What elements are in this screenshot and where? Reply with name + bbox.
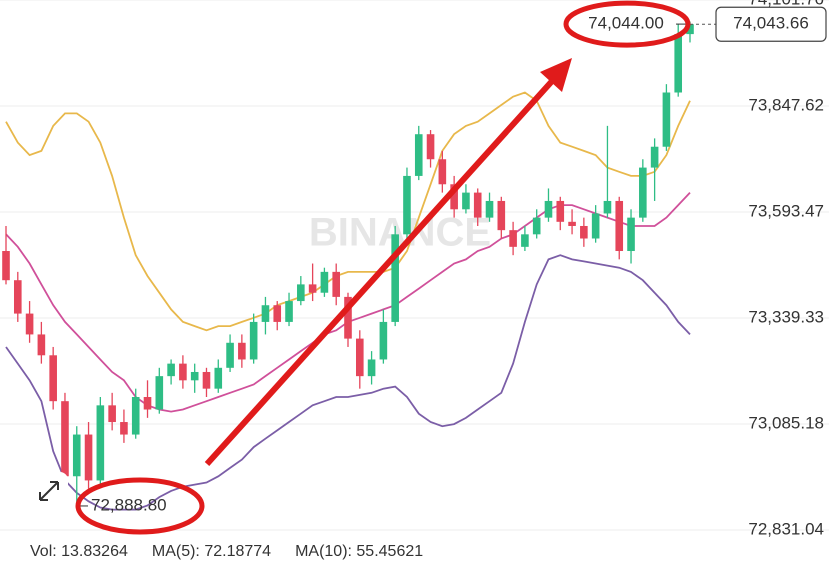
indicator-label: Vol: 13.83264 <box>30 543 128 560</box>
candle-body <box>2 251 10 281</box>
y-tick-label: 73,085.18 <box>748 414 824 433</box>
candle-body <box>367 359 376 377</box>
indicator-label: MA(10): 55.45621 <box>295 543 423 560</box>
candle-body <box>497 200 506 231</box>
candle-body <box>202 371 211 389</box>
candle-body <box>108 405 116 423</box>
candle-body <box>556 200 565 222</box>
candle-body <box>332 271 341 297</box>
candle-body <box>450 184 458 210</box>
candle-body <box>249 321 258 360</box>
candle-body <box>226 342 234 368</box>
candle-body <box>155 376 164 410</box>
candle-body <box>438 159 447 185</box>
band-line <box>5 91 691 332</box>
candle-body <box>61 401 69 477</box>
candle-body <box>568 221 576 226</box>
candle-body <box>521 234 529 247</box>
candle-body <box>639 167 647 218</box>
candle-body <box>650 146 659 168</box>
candle-body <box>344 296 352 339</box>
candle-body <box>627 217 635 252</box>
candle-body <box>473 192 482 218</box>
highlight-ring <box>75 477 205 535</box>
candle-body <box>190 371 199 381</box>
candle-body <box>509 230 517 247</box>
indicator-label: MA(5): 72.18774 <box>152 543 271 560</box>
high-marker-label: 74,044.00 <box>588 14 664 33</box>
grid: 74,101.76 73,847.62 73,593.47 73,339.33 73,0… <box>0 0 829 539</box>
candle-body <box>13 280 22 314</box>
candle-body <box>84 434 93 481</box>
y-tick-label: 74,101.76 <box>748 0 824 8</box>
candle-body <box>120 422 128 435</box>
candle-body <box>308 284 317 293</box>
candle-body <box>273 305 282 322</box>
candle-body <box>261 305 270 322</box>
candle-body <box>167 363 175 377</box>
candle-body <box>603 200 612 214</box>
candle-body <box>179 363 187 381</box>
footer: Vol: 13.83264 MA(5): 72.18774 MA(10): 55.4… <box>30 543 423 560</box>
candle-body <box>72 434 81 477</box>
last-price-label: 74,043.66 <box>733 14 809 33</box>
y-tick-label: 72,831.04 <box>748 520 824 539</box>
trend-arrow <box>204 77 556 467</box>
trend-arrowhead <box>540 58 572 92</box>
y-tick-label: 73,593.47 <box>748 202 824 221</box>
y-tick-label: 73,847.62 <box>748 95 824 114</box>
candles <box>2 21 694 506</box>
band-line <box>5 254 691 511</box>
candle-body <box>379 321 388 360</box>
candle-body <box>544 200 553 218</box>
candle-body <box>532 217 541 235</box>
candle-body <box>355 338 364 377</box>
candle-body <box>615 200 624 252</box>
candle-body <box>686 24 694 35</box>
candle-body <box>403 175 411 235</box>
candle-body <box>426 134 435 160</box>
candle-body <box>49 355 57 402</box>
candle-body <box>96 405 105 481</box>
candle-body <box>143 397 152 410</box>
candle-body <box>297 284 305 302</box>
y-tick-label: 73,339.33 <box>748 308 824 327</box>
expand-icon[interactable] <box>30 472 68 510</box>
candle-body <box>391 234 399 322</box>
candle-body <box>37 334 46 356</box>
last-price-box <box>715 6 827 42</box>
overlay: 74,043.66 74,044.00 72,888.80 <box>75 0 827 535</box>
low-marker-label: 72,888.80 <box>91 495 167 514</box>
candle-body <box>485 200 494 218</box>
candle-body <box>131 397 140 435</box>
candle-body <box>662 92 671 147</box>
highlight-ring <box>563 0 691 48</box>
candle-body <box>674 34 683 93</box>
candle-body <box>285 301 293 322</box>
candle-body <box>462 192 470 210</box>
candle-body <box>214 367 223 389</box>
candle-body <box>238 342 246 360</box>
candle-body <box>591 213 600 239</box>
candle-body <box>320 271 329 293</box>
candle-body <box>414 134 423 176</box>
candle-body <box>25 313 34 335</box>
candle-body <box>580 225 588 239</box>
